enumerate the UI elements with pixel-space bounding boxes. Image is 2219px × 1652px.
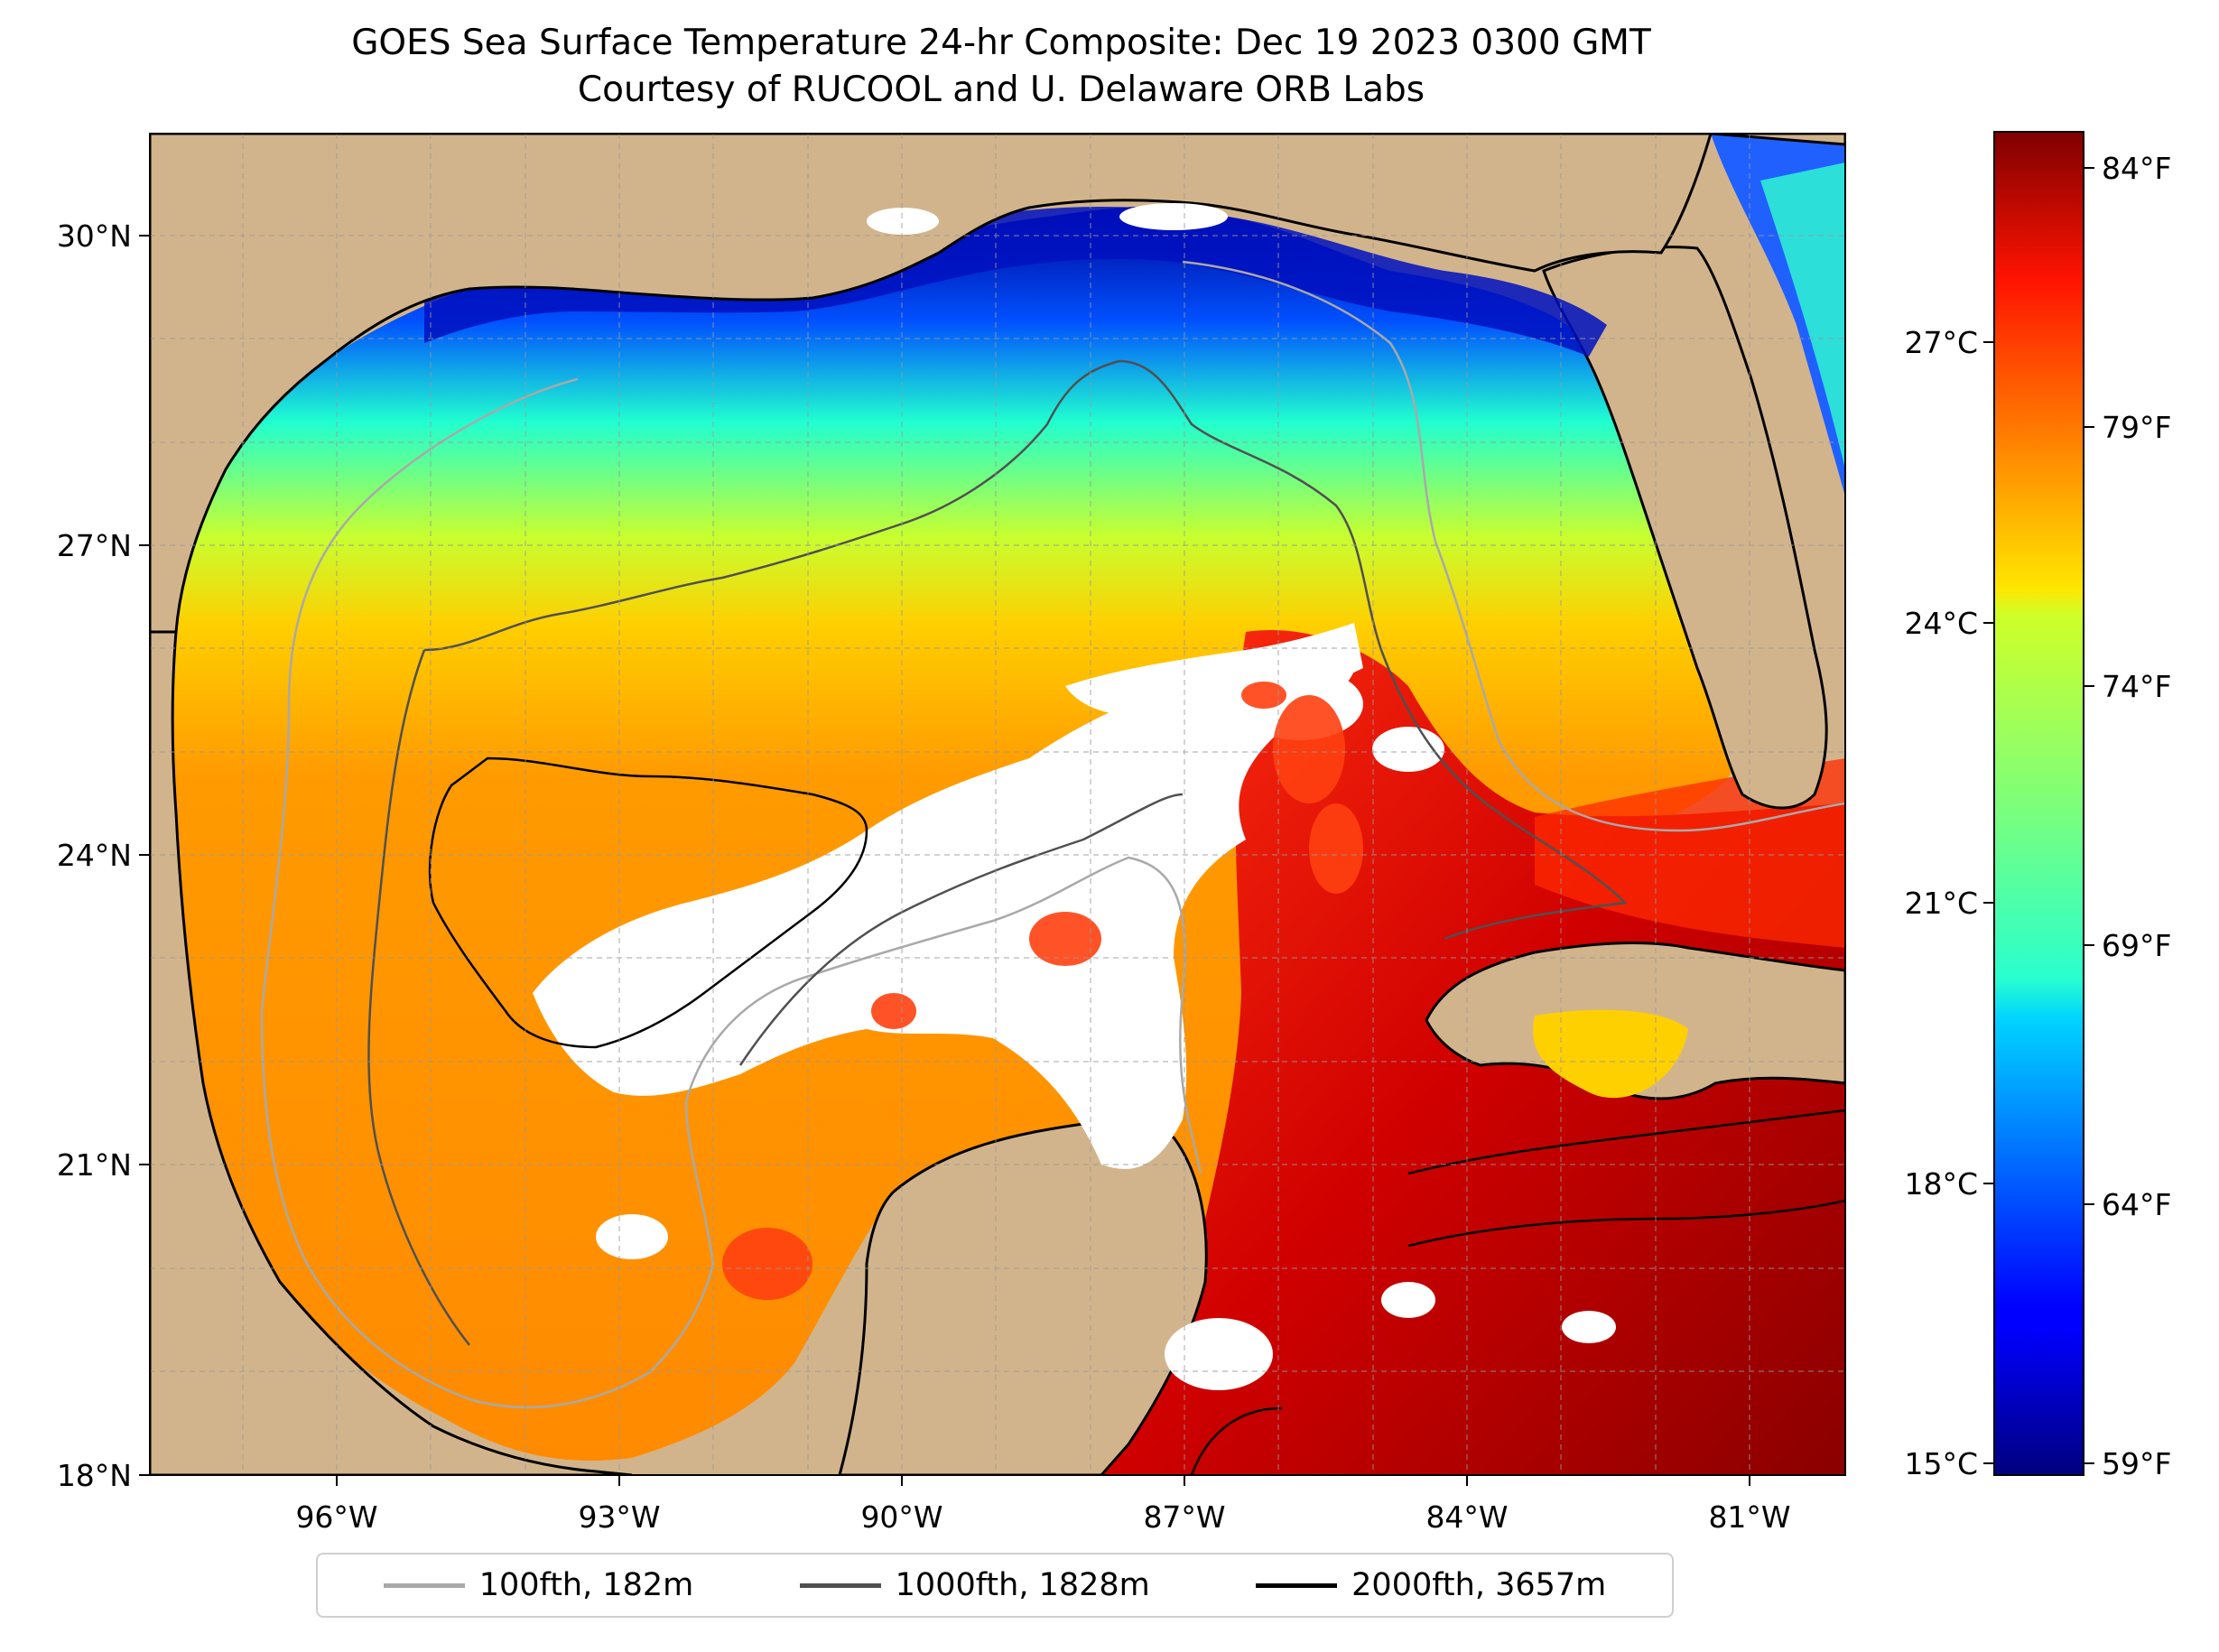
isobath-legend: 100fth, 182m 1000fth, 1828m 2000fth, 365… bbox=[316, 1553, 1674, 1618]
isobath-1000fth bbox=[367, 359, 1628, 1346]
map-subtitle: Courtesy of RUCOOL and U. Delaware ORB L… bbox=[577, 70, 1425, 110]
map-title: GOES Sea Surface Temperature 24-hr Compo… bbox=[351, 23, 1651, 63]
map-gridlines bbox=[150, 134, 1845, 1475]
no-data-cloud-gaps bbox=[533, 203, 1616, 1390]
cbar-c-label-24: 24°C bbox=[1904, 606, 1978, 641]
lat-label-21: 21°N bbox=[57, 1147, 132, 1183]
legend-item-1000fth: 1000fth, 1828m bbox=[799, 1567, 1150, 1603]
lon-tick-labels: 96°W 93°W 90°W 87°W 84°W 81°W bbox=[295, 1499, 1790, 1535]
cbar-f-label-64: 64°F bbox=[2102, 1187, 2171, 1222]
us-gulf-coast-land bbox=[150, 134, 1845, 634]
map-panel bbox=[150, 134, 1845, 1475]
legend-label-100fth: 100fth, 182m bbox=[478, 1567, 694, 1603]
map-frame bbox=[149, 133, 1846, 1476]
legend-label-1000fth: 1000fth, 1828m bbox=[895, 1567, 1150, 1603]
lon-label-90w: 90°W bbox=[860, 1499, 942, 1535]
cbar-f-label-84: 84°F bbox=[2102, 151, 2171, 186]
isobath-2000fth bbox=[428, 756, 1845, 1475]
legend-swatch-1000fth bbox=[799, 1582, 881, 1588]
yucatan-land bbox=[838, 1121, 1208, 1475]
axis-ticks bbox=[139, 235, 1750, 1486]
lat-label-30: 30°N bbox=[57, 218, 132, 254]
lat-tick-labels: 18°N 21°N 24°N 27°N 30°N bbox=[57, 218, 132, 1493]
lon-label-81w: 81°W bbox=[1708, 1499, 1790, 1535]
legend-label-2000fth: 2000fth, 3657m bbox=[1351, 1567, 1607, 1603]
colorbar: 59°F 64°F 69°F 74°F 79°F 84°F 15°C 18°C … bbox=[1904, 131, 2171, 1481]
legend-item-100fth: 100fth, 182m bbox=[383, 1567, 694, 1603]
cbar-f-label-59: 59°F bbox=[2102, 1446, 2171, 1481]
cbar-f-label-69: 69°F bbox=[2102, 928, 2171, 963]
lat-label-27: 27°N bbox=[57, 528, 132, 563]
legend-swatch-2000fth bbox=[1256, 1582, 1338, 1588]
mexico-land bbox=[150, 630, 633, 1475]
lon-label-87w: 87°W bbox=[1143, 1499, 1225, 1535]
cbar-f-label-79: 79°F bbox=[2102, 410, 2171, 445]
cbar-c-label-18: 18°C bbox=[1904, 1166, 1978, 1202]
lon-label-96w: 96°W bbox=[295, 1499, 377, 1535]
florida-land bbox=[1542, 246, 1828, 810]
cbar-c-label-15: 15°C bbox=[1904, 1446, 1978, 1481]
lon-label-84w: 84°W bbox=[1425, 1499, 1508, 1535]
lat-label-24: 24°N bbox=[57, 838, 132, 873]
lon-label-93w: 93°W bbox=[578, 1499, 660, 1535]
cbar-f-label-74: 74°F bbox=[2102, 669, 2171, 704]
legend-swatch-100fth bbox=[383, 1582, 465, 1588]
warm-patches bbox=[722, 682, 1363, 1300]
colorbar-gradient bbox=[1993, 131, 2084, 1476]
cbar-c-label-27: 27°C bbox=[1904, 325, 1978, 360]
cbar-c-label-21: 21°C bbox=[1904, 886, 1978, 921]
lat-label-18: 18°N bbox=[57, 1458, 132, 1493]
legend-item-2000fth: 2000fth, 3657m bbox=[1256, 1567, 1606, 1603]
northern-shelf-cold bbox=[424, 206, 1607, 357]
